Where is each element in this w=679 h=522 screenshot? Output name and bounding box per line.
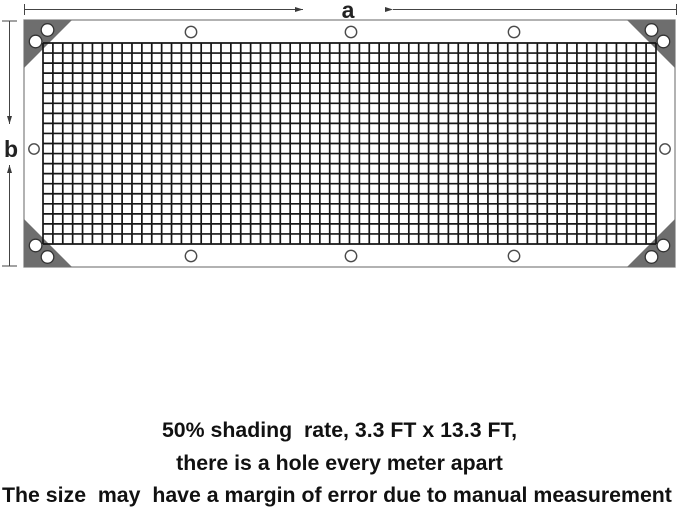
- svg-text:b: b: [4, 136, 18, 162]
- svg-text:a: a: [342, 0, 355, 23]
